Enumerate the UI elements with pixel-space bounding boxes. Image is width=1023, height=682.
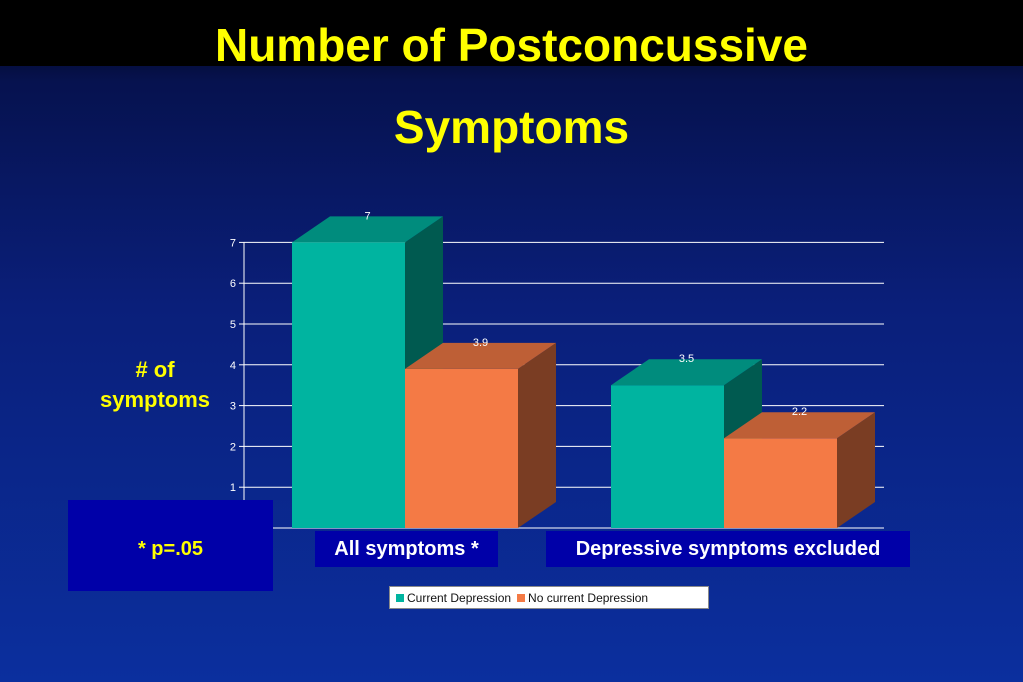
y-tick-label: 4 <box>230 360 236 372</box>
bar <box>405 368 518 528</box>
bar-side <box>837 412 875 528</box>
legend-item-current-depression: Current Depression <box>396 591 511 605</box>
legend-item-no-current-depression: No current Depression <box>517 591 648 605</box>
category-label-depressive-excluded: Depressive symptoms excluded <box>546 531 910 567</box>
p-value-note-box: * p=.05 <box>68 500 273 591</box>
legend-label-current-depression: Current Depression <box>407 590 512 605</box>
data-label: 3.5 <box>679 353 694 365</box>
bar <box>724 438 837 528</box>
y-tick-label: 7 <box>230 237 236 249</box>
y-tick-label: 3 <box>230 401 236 413</box>
y-tick-label: 2 <box>230 441 236 453</box>
bar-side <box>518 342 556 528</box>
category-label-all-symptoms: All symptoms * <box>315 531 498 567</box>
slide-title-line-2: Symptoms <box>393 101 630 153</box>
legend-swatch-current-depression <box>396 593 404 602</box>
legend-label-no-current-depression: No current Depression <box>528 590 649 605</box>
bar <box>292 242 405 528</box>
bar-top <box>611 359 762 386</box>
bar-top <box>405 342 556 369</box>
data-label: 2.2 <box>792 406 807 418</box>
y-tick-label: 5 <box>230 319 236 331</box>
bar-top <box>292 216 443 243</box>
bar-top <box>724 412 875 439</box>
data-label: 3.9 <box>473 337 488 349</box>
legend-swatch-no-current-depression <box>517 593 526 602</box>
y-tick-label: 6 <box>230 278 236 290</box>
p-value-note: * p=.05 <box>137 538 204 560</box>
title-band <box>0 0 1023 66</box>
bar <box>611 385 724 528</box>
y-tick-label: 1 <box>230 482 236 494</box>
data-label: 7 <box>364 210 370 222</box>
slide-title-line-1: Number of Postconcussive <box>214 19 809 71</box>
chart-legend: Current Depression No current Depression <box>389 586 709 609</box>
y-axis-label: # of symptoms <box>99 357 211 412</box>
